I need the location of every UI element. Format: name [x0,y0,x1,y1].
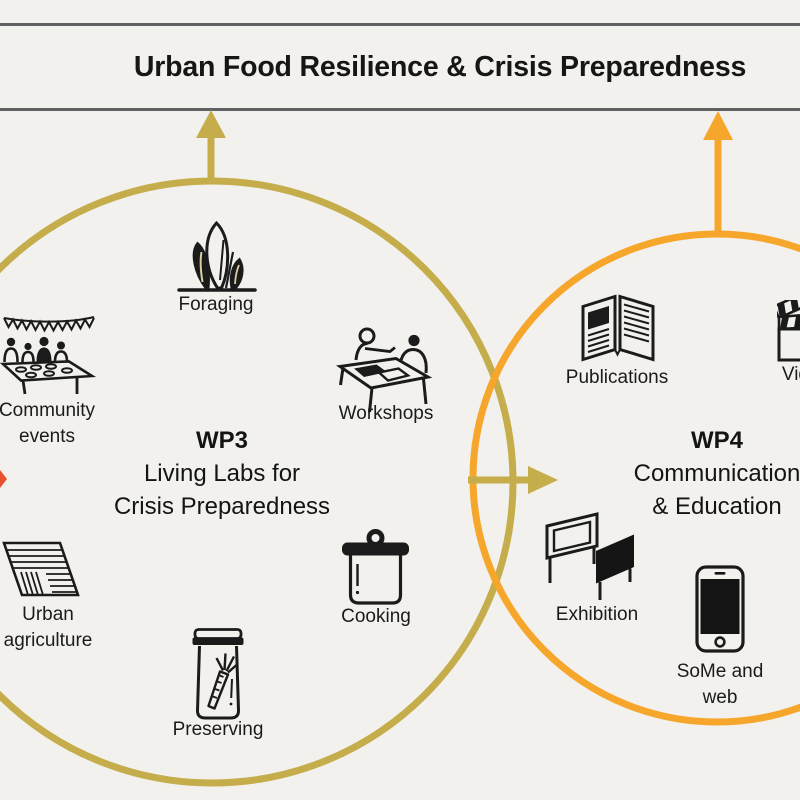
banner-title: Urban Food Resilience & Crisis Preparedn… [133,51,747,83]
community-events-label-line1: Community [0,400,96,421]
banner-rule-bottom [0,108,800,111]
foraging-label-text: Foraging [178,294,254,315]
cooking-label: Cooking [311,604,441,630]
exhibition-icon [545,512,634,600]
wp3-subtitle-line2: Crisis Preparedness [113,493,331,520]
wp3-heading: WP3 [195,427,248,454]
foraging-icon [177,220,257,292]
workshops-icon [336,327,433,413]
wp4-heading: WP4 [690,427,743,454]
wp4-subtitle-line2: & Education [652,493,782,520]
wp3-subtitle-line1: Living Labs for [143,460,301,487]
foraging-label: Foraging [151,292,281,318]
cooking-icon [342,529,409,605]
some-web-icon [695,565,745,653]
exhibition-label-text: Exhibition [555,604,639,625]
urban-agriculture-icon [2,541,80,597]
wp4-to-banner-arrow [703,111,733,233]
video-icon [777,300,800,362]
preserving-icon [192,628,244,720]
wp3-title-block: WP3 Living Labs for Crisis Preparedness [72,424,372,523]
cooking-label-text: Cooking [341,606,411,627]
publications-label-text: Publications [565,367,669,388]
banner-rule-top [0,23,800,26]
workshops-label-text: Workshops [338,403,434,424]
exhibition-label: Exhibition [532,602,662,628]
community-events-label-line2: events [19,426,75,447]
some-web-label-line1: SoMe and [676,661,764,682]
urban-agriculture-label: Urban agriculture [0,602,138,654]
some-web-label: SoMe and web [650,659,790,711]
publications-icon [581,294,655,362]
some-web-label-line2: web [702,687,738,708]
urban-agriculture-label-line1: Urban [22,604,74,625]
preserving-label: Preserving [153,717,283,743]
wp4-subtitle-line1: Communication [633,460,800,487]
wp3-to-banner-arrow [196,110,226,181]
video-label-text: Video [781,364,800,385]
publications-label: Publications [547,365,687,391]
community-events-label: Community events [0,398,117,450]
video-label: Video [746,362,800,388]
workshops-label: Workshops [321,401,451,427]
preserving-label-text: Preserving [172,719,264,740]
community-events-icon [0,316,97,395]
incoming-arrow-tip [0,470,7,488]
wp3-to-wp4-arrow [468,466,558,494]
wp4-title-block: WP4 Communication & Education [567,424,800,523]
urban-agriculture-label-line2: agriculture [3,630,93,651]
